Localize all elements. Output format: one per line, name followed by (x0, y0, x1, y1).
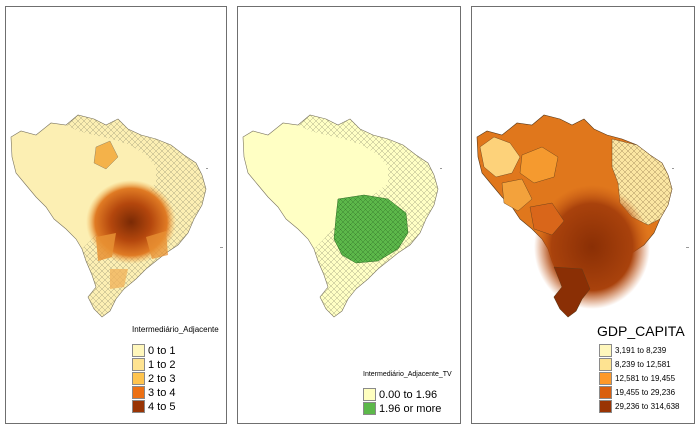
legend-label: 29,236 to 314,638 (615, 402, 680, 411)
legend-item: 1 to 2 (132, 358, 176, 371)
legend-label: 1.96 or more (379, 402, 442, 415)
legend-item: 12,581 to 19,455 (599, 372, 675, 385)
brazil-outline (476, 114, 673, 318)
legend-swatch (132, 400, 145, 413)
brazil-map-adjacente (10, 114, 223, 318)
legend-item: 4 to 5 (132, 400, 176, 413)
legend-swatch (363, 402, 376, 415)
legend-label: 0.00 to 1.96 (379, 388, 438, 401)
brazil-map-adjacente-tv (242, 114, 442, 318)
legend-swatch (363, 388, 376, 401)
legend-title: Intermediário_Adjacente_TV (363, 371, 452, 378)
brazil-outline (10, 114, 207, 318)
legend-swatch (132, 386, 145, 399)
legend-item: 8,239 to 12,581 (599, 358, 671, 371)
legend-item: 3,191 to 8,239 (599, 344, 666, 357)
legend-item: 29,236 to 314,638 (599, 400, 680, 413)
legend-item: 1.96 or more (363, 402, 441, 415)
legend-title: GDP_CAPITA (597, 323, 685, 339)
brazil-map-gdp-capita (476, 114, 689, 318)
legend-label: 2 to 3 (148, 372, 176, 385)
legend-swatch (132, 344, 145, 357)
legend-label: 4 to 5 (148, 400, 176, 413)
legend-label: 0 to 1 (148, 344, 176, 357)
legend-swatch (599, 400, 612, 413)
map-panel-intermediario-adjacente: Intermediário_Adjacente 0 to 1 1 to 2 2 … (5, 6, 227, 424)
legend-item: 0.00 to 1.96 (363, 388, 437, 401)
legend-swatch (599, 358, 612, 371)
legend-label: 3,191 to 8,239 (615, 346, 667, 355)
map-panel-gdp-capita: GDP_CAPITA 3,191 to 8,239 8,239 to 12,58… (471, 6, 695, 424)
legend-title: Intermediário_Adjacente (132, 325, 219, 334)
legend-item: 2 to 3 (132, 372, 176, 385)
legend-swatch (599, 386, 612, 399)
legend-label: 8,239 to 12,581 (615, 360, 671, 369)
legend-item: 19,455 to 29,236 (599, 386, 675, 399)
legend-swatch (599, 344, 612, 357)
legend-label: 12,581 to 19,455 (615, 374, 676, 383)
legend-swatch (132, 372, 145, 385)
brazil-outline (242, 114, 439, 318)
legend-swatch (599, 372, 612, 385)
legend-label: 3 to 4 (148, 386, 176, 399)
legend-label: 1 to 2 (148, 358, 176, 371)
map-panel-intermediario-adjacente-tv: Intermediário_Adjacente_TV 0.00 to 1.96 … (237, 6, 461, 424)
legend-item: 0 to 1 (132, 344, 176, 357)
legend-item: 3 to 4 (132, 386, 176, 399)
legend-swatch (132, 358, 145, 371)
legend-label: 19,455 to 29,236 (615, 388, 676, 397)
